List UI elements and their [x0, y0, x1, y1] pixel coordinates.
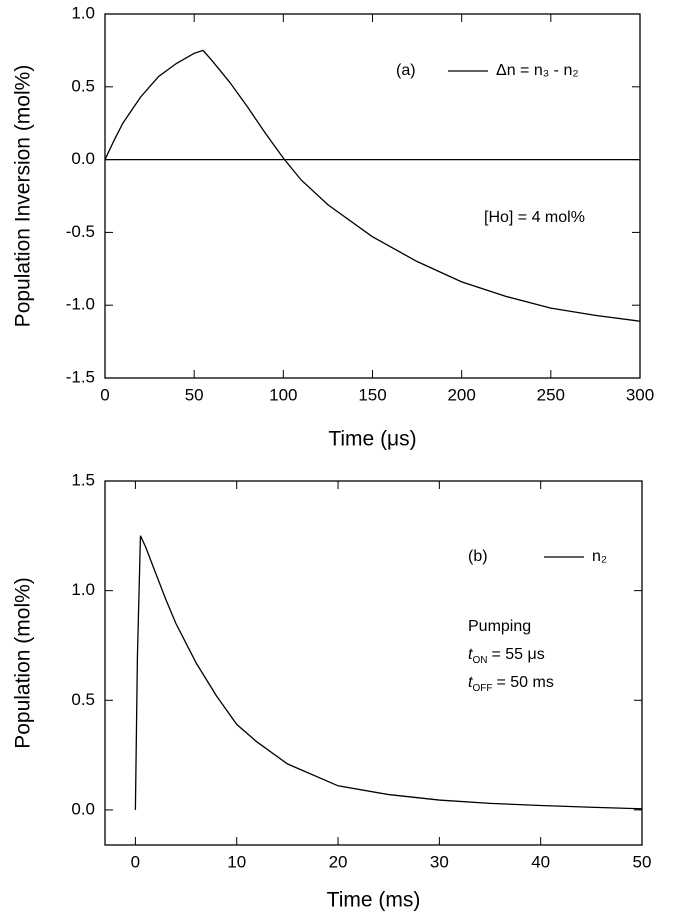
x-tick-label: 300: [626, 385, 654, 404]
x-tick-label: 50: [633, 852, 652, 871]
y-tick-label: 0.5: [71, 690, 95, 709]
x-tick-label: 150: [358, 385, 386, 404]
y-tick-label: -0.5: [66, 222, 95, 241]
x-axis-label: Time (μs): [328, 428, 416, 451]
x-tick-label: 250: [537, 385, 565, 404]
x-tick-label: 20: [329, 852, 348, 871]
x-tick-label: 0: [100, 385, 109, 404]
x-tick-label: 200: [447, 385, 475, 404]
annotation-symbol: t: [468, 674, 473, 691]
annotation: tOFF = 50 ms: [468, 674, 554, 693]
y-axis-label: Population Inversion (mol%): [12, 65, 35, 328]
y-tick-label: -1.5: [66, 367, 95, 386]
y-tick-label: 0.5: [71, 76, 95, 95]
x-tick-label: 40: [531, 852, 550, 871]
x-axis-label: Time (ms): [327, 889, 421, 912]
x-tick-label: 0: [131, 852, 140, 871]
y-tick-label: 1.0: [71, 580, 95, 599]
annotation: (b): [468, 548, 488, 565]
x-tick-label: 50: [185, 385, 204, 404]
y-tick-label: -1.0: [66, 295, 95, 314]
annotation-subscript: ON: [472, 655, 487, 666]
x-tick-label: 30: [430, 852, 449, 871]
x-tick-label: 10: [227, 852, 246, 871]
annotation-text: = 50 ms: [496, 674, 553, 691]
annotation-text: = 55 μs: [491, 646, 544, 663]
data-line: [104, 49, 641, 322]
annotation: (a): [396, 62, 416, 79]
annotation: tON = 55 μs: [468, 646, 545, 665]
y-tick-label: 0.0: [71, 799, 95, 818]
annotation-symbol: t: [468, 646, 473, 663]
annotation: [Ho] = 4 mol%: [484, 209, 585, 226]
annotation-subscript: OFF: [472, 683, 492, 694]
y-tick-label: 1.0: [71, 3, 95, 22]
x-tick-label: 100: [269, 385, 297, 404]
annotation: Pumping: [468, 618, 531, 635]
data-line: [134, 535, 643, 810]
y-tick-label: 0.0: [71, 149, 95, 168]
legend-label: Δn = n₃ - n₂: [496, 62, 579, 79]
legend-label: n₂: [592, 548, 607, 565]
plot-frame: [104, 480, 643, 846]
y-axis-label: Population (mol%): [12, 577, 35, 749]
y-tick-label: 1.5: [71, 470, 95, 489]
